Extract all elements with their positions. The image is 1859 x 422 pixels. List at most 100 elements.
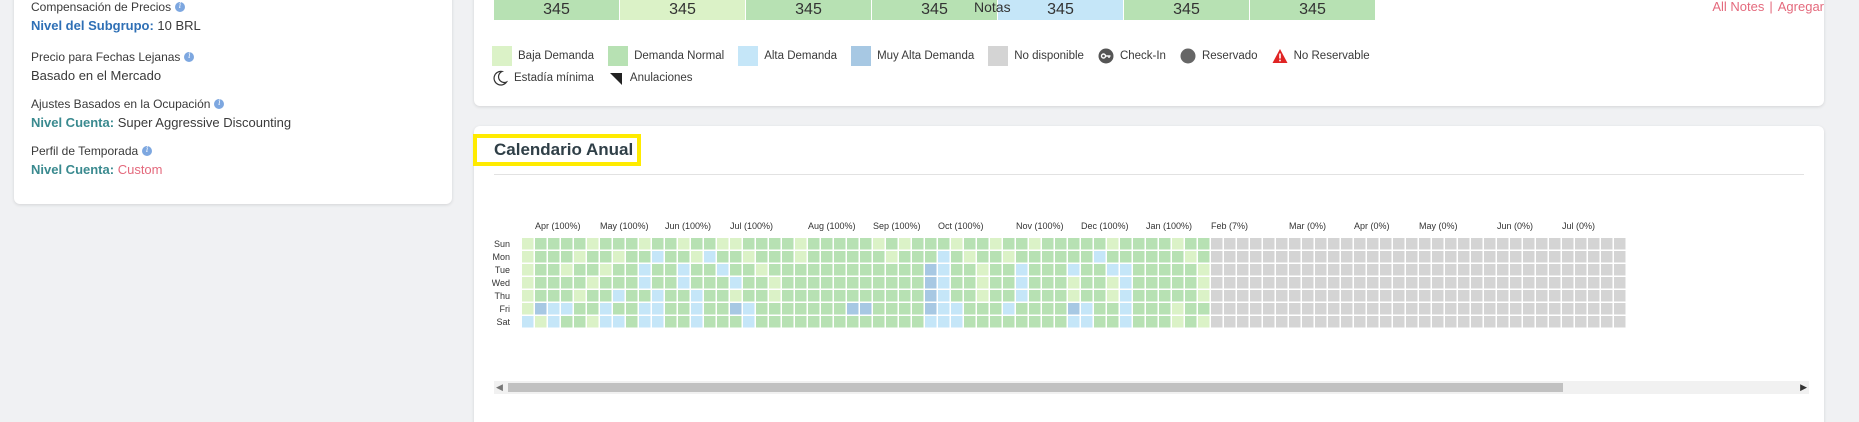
calendar-day-cell[interactable] xyxy=(535,264,547,276)
calendar-day-cell[interactable] xyxy=(1055,316,1067,328)
calendar-day-cell[interactable] xyxy=(925,277,937,289)
calendar-day-cell[interactable] xyxy=(1380,290,1392,302)
calendar-day-cell[interactable] xyxy=(860,277,872,289)
calendar-day-cell[interactable] xyxy=(1068,264,1080,276)
calendar-day-cell[interactable] xyxy=(1484,238,1496,250)
calendar-day-cell[interactable] xyxy=(1328,264,1340,276)
calendar-day-cell[interactable] xyxy=(1302,277,1314,289)
calendar-day-cell[interactable] xyxy=(925,290,937,302)
calendar-day-cell[interactable] xyxy=(1276,316,1288,328)
calendar-day-cell[interactable] xyxy=(899,277,911,289)
calendar-day-cell[interactable] xyxy=(522,303,534,315)
calendar-day-cell[interactable] xyxy=(1016,251,1028,263)
calendar-day-cell[interactable] xyxy=(743,238,755,250)
calendar-day-cell[interactable] xyxy=(1315,238,1327,250)
calendar-day-cell[interactable] xyxy=(1458,251,1470,263)
calendar-day-cell[interactable] xyxy=(1003,264,1015,276)
calendar-day-cell[interactable] xyxy=(821,251,833,263)
calendar-day-cell[interactable] xyxy=(587,277,599,289)
calendar-day-cell[interactable] xyxy=(990,264,1002,276)
calendar-day-cell[interactable] xyxy=(1367,303,1379,315)
calendar-day-cell[interactable] xyxy=(1432,238,1444,250)
calendar-day-cell[interactable] xyxy=(639,316,651,328)
calendar-day-cell[interactable] xyxy=(1120,316,1132,328)
calendar-day-cell[interactable] xyxy=(795,264,807,276)
calendar-day-cell[interactable] xyxy=(1029,303,1041,315)
calendar-day-cell[interactable] xyxy=(626,277,638,289)
calendar-day-cell[interactable] xyxy=(912,238,924,250)
calendar-day-cell[interactable] xyxy=(548,251,560,263)
calendar-day-cell[interactable] xyxy=(561,316,573,328)
calendar-day-cell[interactable] xyxy=(730,290,742,302)
price-cell[interactable]: 345 xyxy=(1250,0,1375,20)
calendar-day-cell[interactable] xyxy=(587,238,599,250)
calendar-day-cell[interactable] xyxy=(522,277,534,289)
calendar-day-cell[interactable] xyxy=(834,238,846,250)
calendar-day-cell[interactable] xyxy=(535,277,547,289)
calendar-day-cell[interactable] xyxy=(1445,316,1457,328)
calendar-day-cell[interactable] xyxy=(743,290,755,302)
calendar-day-cell[interactable] xyxy=(626,251,638,263)
calendar-day-cell[interactable] xyxy=(1068,238,1080,250)
calendar-day-cell[interactable] xyxy=(1575,277,1587,289)
calendar-day-cell[interactable] xyxy=(1081,316,1093,328)
calendar-day-cell[interactable] xyxy=(1432,277,1444,289)
calendar-day-cell[interactable] xyxy=(1341,290,1353,302)
calendar-day-cell[interactable] xyxy=(1315,316,1327,328)
calendar-day-cell[interactable] xyxy=(1315,290,1327,302)
calendar-day-cell[interactable] xyxy=(756,316,768,328)
calendar-day-cell[interactable] xyxy=(548,264,560,276)
calendar-day-cell[interactable] xyxy=(1276,290,1288,302)
calendar-day-cell[interactable] xyxy=(1211,303,1223,315)
calendar-day-cell[interactable] xyxy=(847,238,859,250)
calendar-day-cell[interactable] xyxy=(1094,277,1106,289)
calendar-day-cell[interactable] xyxy=(652,277,664,289)
calendar-day-cell[interactable] xyxy=(977,303,989,315)
calendar-day-cell[interactable] xyxy=(1380,303,1392,315)
calendar-day-cell[interactable] xyxy=(1289,264,1301,276)
calendar-day-cell[interactable] xyxy=(743,264,755,276)
calendar-day-cell[interactable] xyxy=(1120,264,1132,276)
calendar-day-cell[interactable] xyxy=(1185,303,1197,315)
calendar-day-cell[interactable] xyxy=(1315,251,1327,263)
calendar-day-cell[interactable] xyxy=(1276,303,1288,315)
calendar-day-cell[interactable] xyxy=(899,303,911,315)
calendar-day-cell[interactable] xyxy=(1315,277,1327,289)
calendar-day-cell[interactable] xyxy=(717,264,729,276)
calendar-day-cell[interactable] xyxy=(574,303,586,315)
calendar-day-cell[interactable] xyxy=(964,238,976,250)
calendar-day-cell[interactable] xyxy=(1211,238,1223,250)
calendar-day-cell[interactable] xyxy=(782,290,794,302)
calendar-day-cell[interactable] xyxy=(886,238,898,250)
calendar-day-cell[interactable] xyxy=(1601,238,1613,250)
calendar-day-cell[interactable] xyxy=(1549,290,1561,302)
calendar-day-cell[interactable] xyxy=(1341,277,1353,289)
calendar-day-cell[interactable] xyxy=(1107,277,1119,289)
calendar-day-cell[interactable] xyxy=(1094,264,1106,276)
calendar-day-cell[interactable] xyxy=(964,316,976,328)
calendar-day-cell[interactable] xyxy=(1276,277,1288,289)
calendar-day-cell[interactable] xyxy=(860,303,872,315)
calendar-day-cell[interactable] xyxy=(691,316,703,328)
calendar-day-cell[interactable] xyxy=(1289,290,1301,302)
calendar-day-cell[interactable] xyxy=(1146,290,1158,302)
calendar-day-cell[interactable] xyxy=(834,277,846,289)
calendar-day-cell[interactable] xyxy=(899,238,911,250)
calendar-day-cell[interactable] xyxy=(1354,277,1366,289)
calendar-day-cell[interactable] xyxy=(1263,277,1275,289)
calendar-day-cell[interactable] xyxy=(717,277,729,289)
calendar-day-cell[interactable] xyxy=(1510,290,1522,302)
calendar-day-cell[interactable] xyxy=(1601,251,1613,263)
calendar-day-cell[interactable] xyxy=(691,277,703,289)
calendar-day-cell[interactable] xyxy=(1016,316,1028,328)
calendar-day-cell[interactable] xyxy=(639,264,651,276)
calendar-day-cell[interactable] xyxy=(1133,251,1145,263)
calendar-day-cell[interactable] xyxy=(886,264,898,276)
add-note-link[interactable]: Agregar xyxy=(1777,0,1824,14)
calendar-day-cell[interactable] xyxy=(1146,316,1158,328)
calendar-day-cell[interactable] xyxy=(1614,238,1626,250)
calendar-day-cell[interactable] xyxy=(1276,251,1288,263)
calendar-day-cell[interactable] xyxy=(1055,290,1067,302)
calendar-day-cell[interactable] xyxy=(1328,238,1340,250)
calendar-day-cell[interactable] xyxy=(782,277,794,289)
